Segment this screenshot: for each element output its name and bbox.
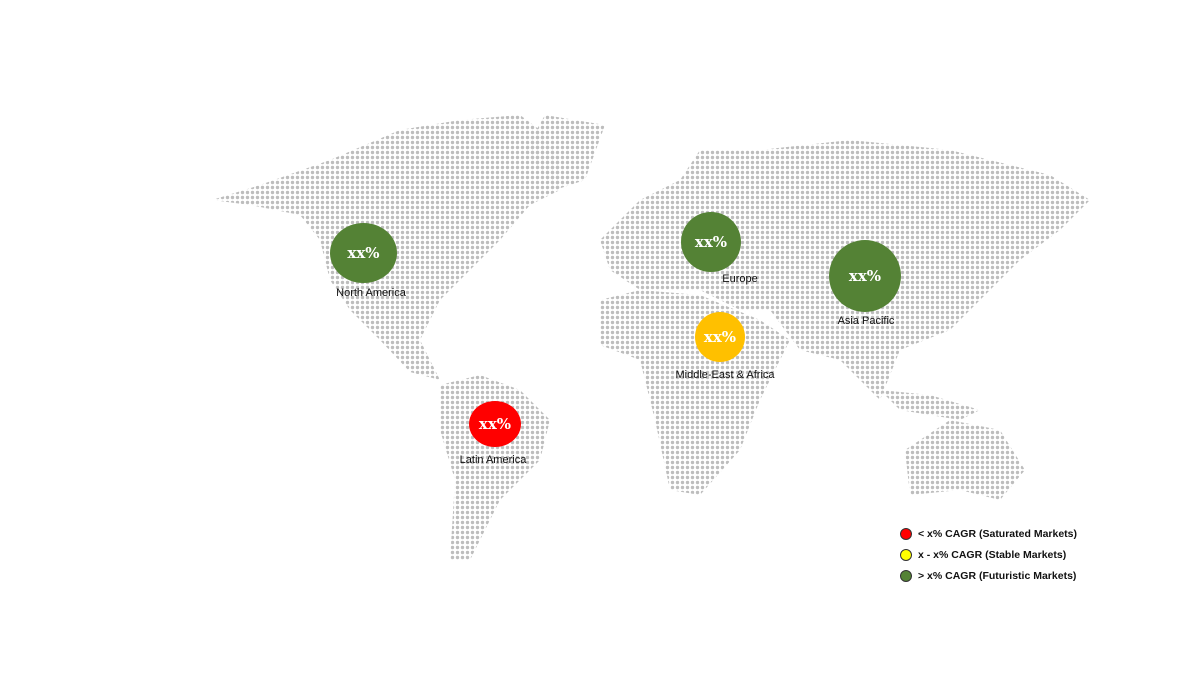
- africa-landmass: [600, 290, 790, 495]
- middle-east-africa-label: Middle-East & Africa: [675, 369, 775, 381]
- red-dot-icon: [900, 527, 912, 540]
- north-america-label: North America: [336, 287, 406, 299]
- yellow-dot-icon: [900, 548, 912, 561]
- europe-label: Europe: [722, 273, 758, 285]
- greenland-landmass: [525, 115, 605, 190]
- latin-america-label: Latin America: [459, 454, 527, 466]
- legend-item-futuristic: > x% CAGR (Futuristic Markets): [900, 565, 1077, 586]
- north-america-bubble: xx%: [330, 223, 397, 283]
- latin-america-bubble: xx%: [469, 401, 521, 447]
- asia-pacific-bubble: xx%: [829, 240, 901, 312]
- asia-pacific-label: Asia Pacific: [837, 315, 895, 327]
- europe-bubble: xx%: [681, 212, 741, 272]
- indonesia-landmass: [880, 390, 980, 420]
- middle-east-africa-bubble: xx%: [695, 312, 745, 362]
- legend-label: > x% CAGR (Futuristic Markets): [918, 569, 1077, 582]
- south-america-landmass: [440, 375, 550, 560]
- green-dot-icon: [900, 569, 912, 582]
- legend-item-stable: x - x% CAGR (Stable Markets): [900, 544, 1077, 565]
- legend-label: x - x% CAGR (Stable Markets): [918, 548, 1067, 561]
- legend: < x% CAGR (Saturated Markets) x - x% CAG…: [900, 523, 1077, 586]
- australia-landmass: [905, 420, 1025, 500]
- legend-label: < x% CAGR (Saturated Markets): [918, 527, 1078, 540]
- legend-item-saturated: < x% CAGR (Saturated Markets): [900, 523, 1077, 544]
